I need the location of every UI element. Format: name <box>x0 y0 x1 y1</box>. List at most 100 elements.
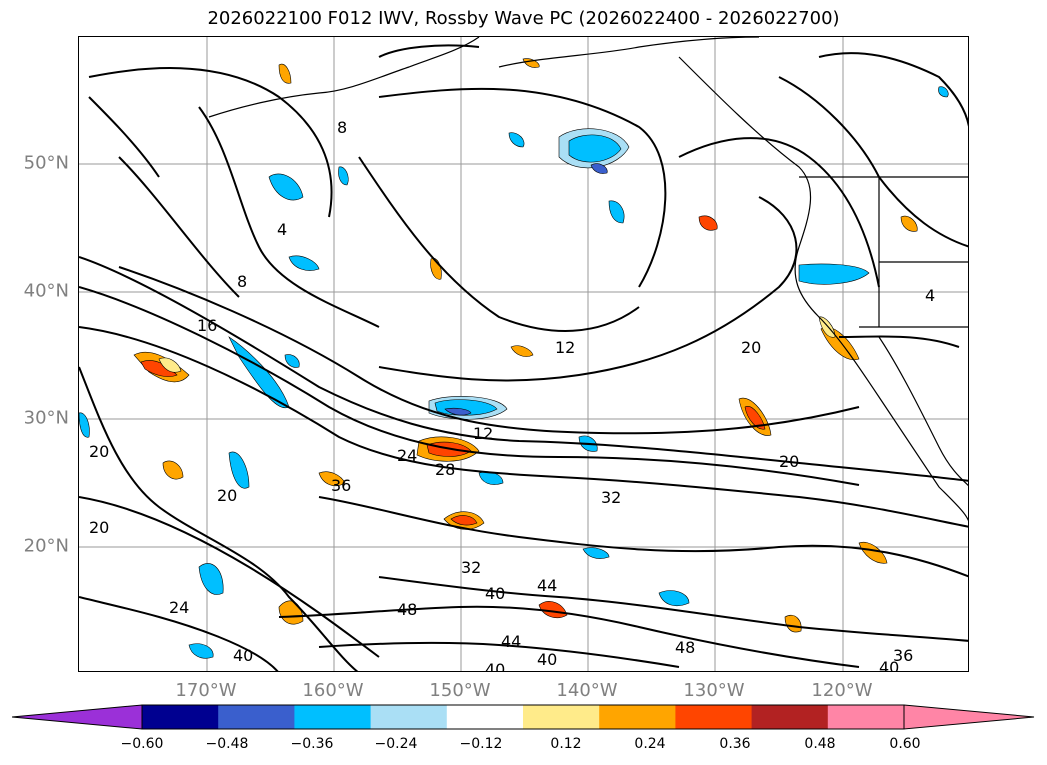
shade-positive <box>858 541 888 564</box>
colorbar-tick: 0.48 <box>804 736 836 752</box>
contour-line <box>378 576 968 642</box>
colorbar-tick: 0.24 <box>634 736 666 752</box>
contour-line <box>79 286 860 486</box>
map-panel: 8 4 8 16 12 20 12 24 28 36 32 20 20 32 4… <box>78 36 969 672</box>
shade-negative <box>198 563 224 595</box>
contour-label: 4 <box>925 286 935 305</box>
contour-label: 36 <box>893 646 913 665</box>
shade-negative <box>284 354 300 368</box>
contour-line <box>79 326 968 528</box>
contour-line <box>778 76 968 248</box>
contour-label: 28 <box>435 460 455 479</box>
colorbar-under-arrow <box>12 704 143 730</box>
contour-line <box>318 496 968 578</box>
contour-label: 48 <box>397 600 417 619</box>
coastline-north-america <box>678 56 968 522</box>
contour-line <box>378 44 480 58</box>
contour-line <box>88 67 333 218</box>
shade-negative <box>228 336 290 409</box>
contour-line <box>678 137 880 288</box>
contour-label: 20 <box>217 486 237 505</box>
contour-label: 20 <box>779 452 799 471</box>
colorbar-cell <box>294 705 372 729</box>
shade-negative <box>444 407 472 416</box>
colorbar-cell <box>675 705 753 729</box>
contour-label: 24 <box>169 598 189 617</box>
shade-negative <box>268 173 304 201</box>
shading-patches <box>79 58 949 659</box>
colorbar-tick: −0.48 <box>205 736 249 752</box>
contour-line <box>118 266 860 435</box>
shade-positive <box>450 515 478 526</box>
contour-label: 40 <box>537 650 557 669</box>
colorbar-frame <box>141 704 905 730</box>
colorbar-tick: −0.12 <box>459 736 503 752</box>
contour-label: 36 <box>331 476 351 495</box>
contour-line <box>79 596 279 671</box>
contour-label: 48 <box>675 638 695 657</box>
colorbar-cell <box>827 705 905 729</box>
shade-positive <box>744 406 766 430</box>
lon-label-130w: 130°W <box>683 680 745 701</box>
lon-label-170w: 170°W <box>175 680 237 701</box>
contour-line <box>79 256 968 482</box>
coastline-alaska <box>208 37 480 118</box>
shade-positive <box>522 58 540 68</box>
contour-line <box>818 52 968 128</box>
shade-negative <box>288 255 320 271</box>
shade-positive <box>278 63 292 84</box>
shade-positive <box>318 471 346 486</box>
shade-negative <box>938 86 949 98</box>
colorbar-cell <box>751 705 829 729</box>
contour-label: 16 <box>197 316 217 335</box>
lat-label-40n: 40°N <box>23 280 69 302</box>
contour-label: 20 <box>741 338 761 357</box>
lat-label-50n: 50°N <box>23 152 69 174</box>
contour-line <box>838 335 960 348</box>
shade-positive <box>278 600 304 625</box>
shade-negative <box>188 643 214 659</box>
lon-label-160w: 160°W <box>302 680 364 701</box>
colorbar <box>12 704 1035 730</box>
contour-label: 24 <box>397 446 417 465</box>
colorbar-tick: −0.24 <box>374 736 418 752</box>
contour-label: 8 <box>237 272 247 291</box>
colorbar-tick: −0.60 <box>120 736 164 752</box>
contour-line <box>358 156 640 332</box>
shade-positive <box>162 460 184 480</box>
contour-label: 12 <box>555 338 575 357</box>
colorbar-tick: 0.36 <box>719 736 751 752</box>
colorbar-over-arrow <box>903 704 1035 730</box>
shade-negative <box>79 412 90 438</box>
lon-label-140w: 140°W <box>556 680 618 701</box>
shade-positive <box>538 601 568 618</box>
shade-positive <box>784 614 802 633</box>
contour-label: 40 <box>879 658 899 672</box>
contour-line <box>118 156 240 298</box>
shade-negative <box>582 547 610 559</box>
shade-negative <box>608 200 625 224</box>
colorbar-cells <box>142 705 905 729</box>
colorbar-cell <box>599 705 676 729</box>
lon-label-150w: 150°W <box>429 680 491 701</box>
contour-label: 20 <box>89 518 109 537</box>
contour-line <box>198 106 380 328</box>
lon-label-120w: 120°W <box>811 680 873 701</box>
shade-negative <box>228 451 250 489</box>
contour-line <box>79 366 359 671</box>
contour-line <box>278 605 860 668</box>
colorbar-cell <box>446 705 524 729</box>
contour-label: 40 <box>485 660 505 672</box>
colorbar-cell <box>370 705 448 729</box>
contour-line <box>378 196 798 382</box>
shade-negative <box>590 163 608 174</box>
coastlines <box>208 37 968 522</box>
coastline-alaska-south <box>498 37 760 68</box>
contour-label: 12 <box>473 424 493 443</box>
colorbar-tick: 0.12 <box>550 736 582 752</box>
contour-label: 4 <box>277 220 287 239</box>
contour-label: 40 <box>233 646 253 665</box>
colorbar-cell <box>142 705 219 729</box>
shade-positive <box>510 345 534 357</box>
shade-positive <box>158 357 182 373</box>
